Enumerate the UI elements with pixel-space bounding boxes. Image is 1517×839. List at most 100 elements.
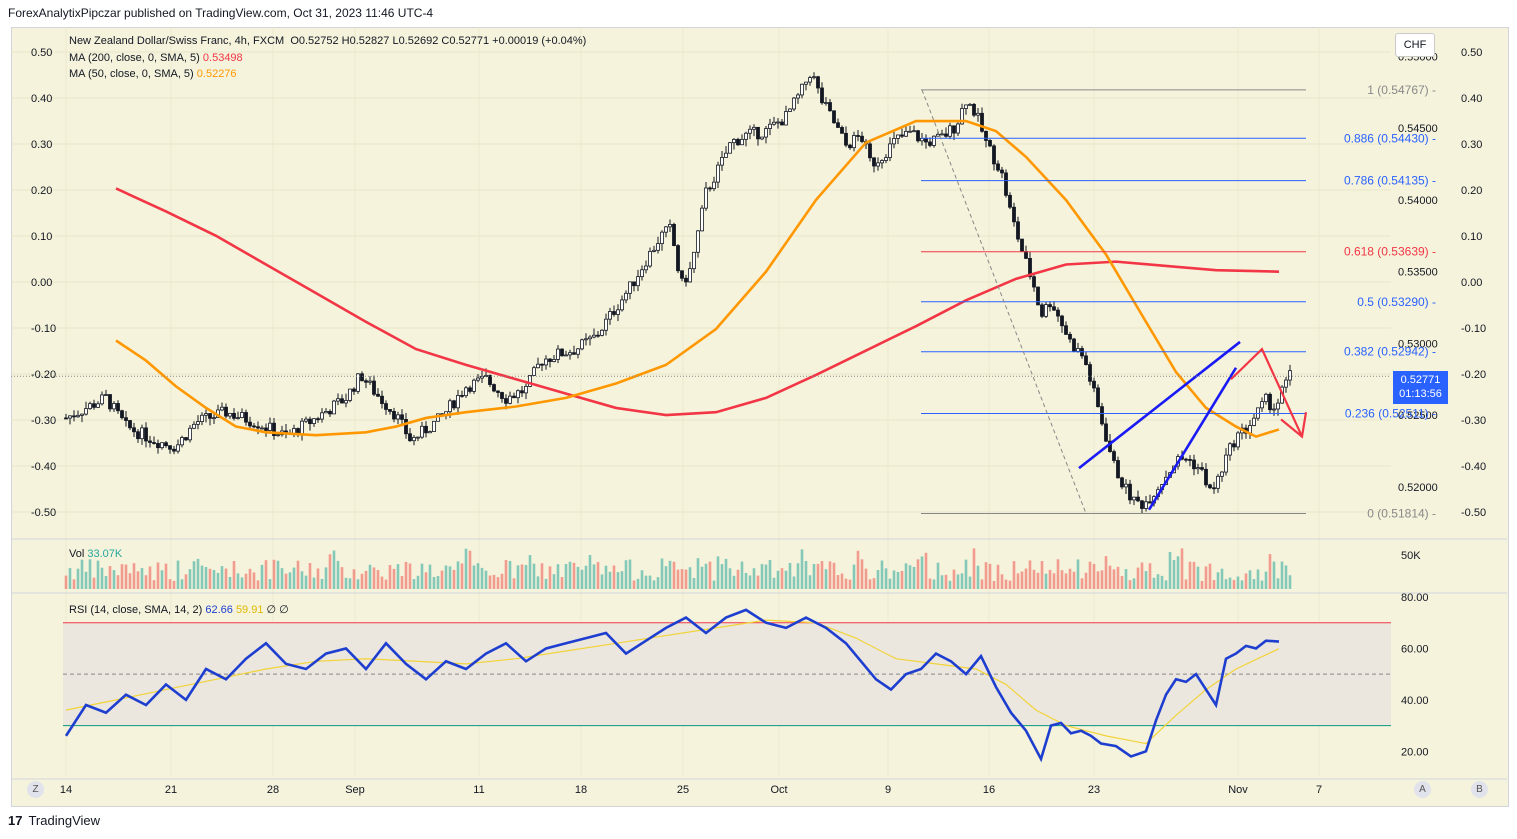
candle-body — [257, 427, 260, 428]
candle-body — [985, 131, 988, 140]
x-axis-tick: 23 — [1088, 784, 1100, 796]
volume-bar — [93, 578, 96, 589]
volume-bar — [205, 567, 208, 589]
volume-bar — [461, 563, 464, 589]
candle-body — [849, 145, 852, 148]
volume-bar — [1005, 580, 1008, 589]
candle-body — [321, 413, 324, 419]
volume-bar — [525, 565, 528, 589]
candle-body — [117, 403, 120, 410]
volume-bar — [701, 567, 704, 589]
candle-body — [825, 103, 828, 104]
volume-bar — [1229, 577, 1232, 589]
candle-body — [361, 374, 364, 381]
volume-bar — [1265, 572, 1268, 589]
volume-bar — [557, 564, 560, 589]
candle-body — [681, 271, 684, 279]
x-axis-tick: 21 — [165, 784, 177, 796]
candle-body — [605, 319, 608, 330]
volume-bar — [681, 569, 684, 589]
candle-body — [421, 426, 424, 437]
volume-bar — [1093, 564, 1096, 589]
volume-bar — [253, 572, 256, 589]
volume-bar — [521, 564, 524, 589]
chart-svg[interactable]: 0.50 0.40 0.30 0.20 0.10 0.00 -0.10 -0.20 -0.30 -… — [11, 27, 1507, 805]
candle-body — [1209, 485, 1212, 488]
auto-scale-button[interactable]: A — [1414, 781, 1431, 798]
volume-bar — [693, 578, 696, 589]
candle-body — [1217, 476, 1220, 488]
volume-bar — [613, 566, 616, 589]
candle-body — [709, 188, 712, 189]
volume-bar — [761, 564, 764, 589]
right-axis-tick: -0.30 — [1461, 415, 1486, 427]
volume-bar — [1157, 574, 1160, 589]
volume-bar — [289, 572, 292, 589]
candle-body — [1253, 418, 1256, 425]
volume-bar — [245, 574, 248, 589]
volume-bar — [1129, 580, 1132, 589]
candle-body — [305, 419, 308, 421]
volume-bar — [593, 564, 596, 589]
candle-body — [569, 353, 572, 355]
legend-vol-label: Vol — [69, 548, 84, 560]
candle-body — [693, 252, 696, 268]
legend-symbol: New Zealand Dollar/Swiss Franc, 4h, FXCM — [69, 35, 284, 47]
candle-body — [1145, 502, 1148, 509]
volume-bar — [897, 572, 900, 589]
volume-bar — [269, 579, 272, 589]
candle-body — [909, 131, 912, 132]
candle-body — [1009, 195, 1012, 207]
volume-bar — [273, 560, 276, 589]
volume-bar — [801, 549, 804, 589]
volume-bar — [669, 561, 672, 589]
candle-body — [617, 310, 620, 315]
volume-bar — [217, 573, 220, 589]
candle-body — [1033, 277, 1036, 287]
candle-body — [1045, 305, 1048, 317]
candle-body — [685, 278, 688, 282]
volume-bar — [817, 564, 820, 589]
candle-body — [1129, 484, 1132, 500]
candle-body — [249, 422, 252, 426]
log-scale-button[interactable]: B — [1471, 781, 1488, 798]
candle-body — [877, 163, 880, 166]
candle-body — [1285, 380, 1288, 387]
volume-bar — [1061, 570, 1064, 589]
volume-bar — [389, 565, 392, 589]
candle-body — [1269, 394, 1272, 409]
volume-bar — [717, 556, 720, 589]
candle-body — [121, 411, 124, 418]
candle-body — [1229, 444, 1232, 455]
candle-body — [941, 134, 944, 135]
goto-button[interactable]: Z — [27, 781, 44, 798]
candle-body — [1193, 460, 1196, 469]
legend-ma50-label: MA (50, close, 0, SMA, 5) — [69, 68, 194, 80]
candle-body — [1197, 468, 1200, 469]
price-axis-tick: 0.52000 — [1398, 482, 1438, 494]
candle-body — [213, 418, 216, 419]
volume-bar — [805, 561, 808, 589]
candle-body — [69, 416, 72, 418]
volume-bar — [785, 571, 788, 589]
footer-brand[interactable]: TradingView — [28, 813, 100, 828]
volume-bar — [1165, 580, 1168, 589]
left-axis-tick: 0.00 — [31, 277, 52, 289]
volume-bar — [429, 565, 432, 589]
volume-bar — [473, 566, 476, 589]
candle-body — [425, 426, 428, 432]
candle-body — [545, 359, 548, 365]
candle-body — [1081, 348, 1084, 355]
candle-body — [669, 224, 672, 226]
volume-bar — [865, 569, 868, 589]
candle-body — [413, 437, 416, 440]
fib-level-label: 0.236 (0.52511) - — [1345, 407, 1436, 421]
volume-bar — [225, 569, 228, 589]
candle-body — [533, 368, 536, 376]
currency-chip[interactable]: CHF — [1395, 33, 1435, 57]
volume-bar — [257, 580, 260, 589]
volume-bar — [497, 577, 500, 589]
volume-bar — [733, 576, 736, 589]
candle-body — [833, 111, 836, 123]
volume-bar — [741, 562, 744, 589]
